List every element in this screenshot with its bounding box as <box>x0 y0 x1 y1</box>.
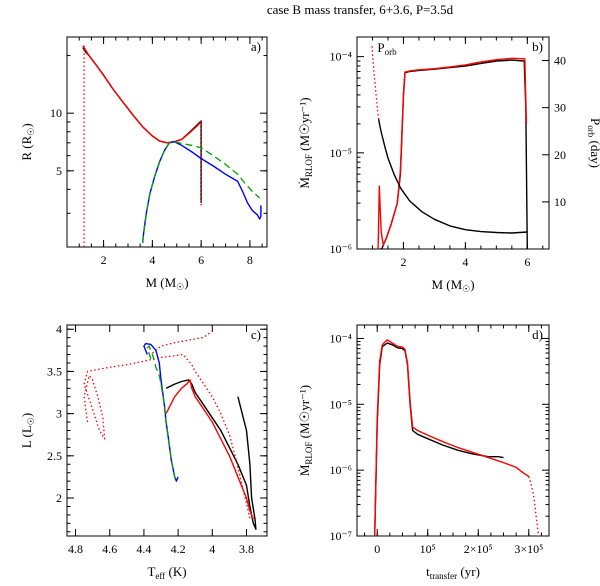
panel-3: 4.8 4.6 4.4 4.2 4 3.8 2 2.5 3 3.5 4 Teff (K) L (L☉) c… <box>19 322 268 581</box>
x-tick-label: 4 <box>149 253 155 267</box>
y-tick-label: 10 <box>50 106 62 120</box>
y2-tick-label: 40 <box>554 54 566 68</box>
y-tick-label: 10⁻⁶ <box>329 242 352 256</box>
y2-tick-label: 10 <box>554 195 566 209</box>
y-tick-label: 2.5 <box>47 449 62 463</box>
series-line <box>371 44 380 120</box>
x-tick-label: 6 <box>198 253 204 267</box>
panel-tag: c) <box>251 327 261 342</box>
y-tick-label: 3 <box>56 407 62 421</box>
y-tick-label: 4 <box>56 322 62 336</box>
series-line <box>377 57 528 249</box>
x-tick-label: 4 <box>462 255 468 269</box>
y2-tick-label: 30 <box>554 101 566 115</box>
panel-4: 0 10⁵ 2×10⁵ 3×10⁵ 10⁻⁷ 10⁻⁶ 10⁻⁵ 10⁻⁴ ttransfer … <box>297 324 550 581</box>
y-axis-label: L (L☉) <box>19 413 36 448</box>
x-axis-label: M (M☉) <box>431 277 474 294</box>
series-line <box>528 476 540 536</box>
y-tick-label: 10⁻⁴ <box>329 331 352 345</box>
x-tick-label: 2 <box>400 255 406 269</box>
y-tick-label: 10⁻⁴ <box>329 50 352 64</box>
y-tick-label: 10⁻⁶ <box>329 463 352 477</box>
x-tick-label: 0 <box>374 542 380 556</box>
x-tick-label: 4.4 <box>136 542 151 556</box>
y-axis-label: ṀRLOF (M☉yr⁻¹) <box>297 385 314 476</box>
series-group <box>83 332 257 530</box>
series-line <box>165 379 254 520</box>
y2-tick-label: 20 <box>554 148 566 162</box>
panel-tag: a) <box>251 39 261 54</box>
panel-1: 2 4 6 8 5 10 M (M☉) R (R☉) a) <box>19 36 268 292</box>
y2-axis-label: Porb (day) <box>586 118 600 168</box>
x-tick-label: 6 <box>524 255 530 269</box>
x-tick-label: 3.8 <box>239 542 254 556</box>
x-tick-label: 8 <box>247 253 253 267</box>
plot-frame <box>356 324 550 537</box>
panel-tag: b) <box>532 39 543 54</box>
y-tick-label: 2 <box>56 491 62 505</box>
x-tick-label: 2×10⁵ <box>464 542 493 556</box>
x-axis-label: Teff (K) <box>147 564 186 581</box>
y-tick-label: 10⁻⁷ <box>329 529 352 543</box>
plot-frame <box>356 36 550 250</box>
x-axis-label: M (M☉) <box>145 275 188 292</box>
series-line <box>380 59 528 249</box>
series-line <box>141 141 261 243</box>
x-tick-label: 10⁵ <box>420 542 436 556</box>
x-tick-label: 4.6 <box>102 542 117 556</box>
x-tick-label: 4 <box>209 542 215 556</box>
y-axis-label: R (R☉) <box>19 123 36 160</box>
series-line <box>374 339 530 536</box>
series-line <box>152 332 212 354</box>
y-axis-label: ṀRLOF (M☉yr⁻¹) <box>297 97 314 188</box>
porb-annotation: Porb <box>377 40 397 57</box>
series-line <box>378 119 528 234</box>
y-tick-label: 10⁻⁵ <box>329 146 352 160</box>
y-tick-label: 10⁻⁵ <box>329 397 352 411</box>
x-tick-label: 2 <box>101 253 107 267</box>
y-tick-label: 5 <box>56 164 62 178</box>
series-group <box>371 44 528 249</box>
panel-2: 2 4 6 10⁻⁶ 10⁻⁵ 10⁻⁴ 10 20 30 40 Porb (day) M (M☉) Ṁ… <box>297 36 600 294</box>
x-tick-label: 4.8 <box>68 542 83 556</box>
series-group <box>82 45 262 247</box>
series-line <box>82 45 202 144</box>
x-tick-label: 3×10⁵ <box>514 542 543 556</box>
series-line <box>143 342 179 482</box>
figure-title: case B mass transfer, 6+3.6, P=3.5d <box>267 2 454 17</box>
series-line <box>83 353 251 520</box>
panel-tag: d) <box>532 327 543 342</box>
y-tick-label: 3.5 <box>47 364 62 378</box>
series-line <box>146 345 178 483</box>
x-tick-label: 4.2 <box>171 542 186 556</box>
series-line <box>165 379 257 530</box>
series-group <box>374 339 540 536</box>
plot-frame <box>66 36 268 248</box>
x-axis-label: ttransfer (yr) <box>426 564 480 581</box>
